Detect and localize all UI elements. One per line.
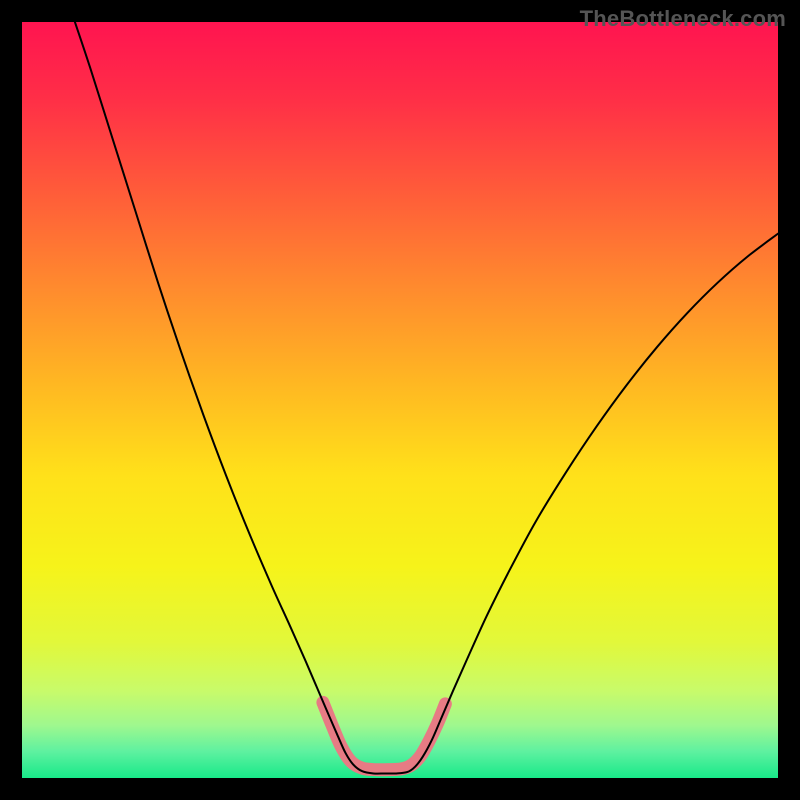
watermark-text: TheBottleneck.com bbox=[580, 6, 786, 32]
bottleneck-chart bbox=[0, 0, 800, 800]
gradient-background bbox=[22, 22, 778, 778]
